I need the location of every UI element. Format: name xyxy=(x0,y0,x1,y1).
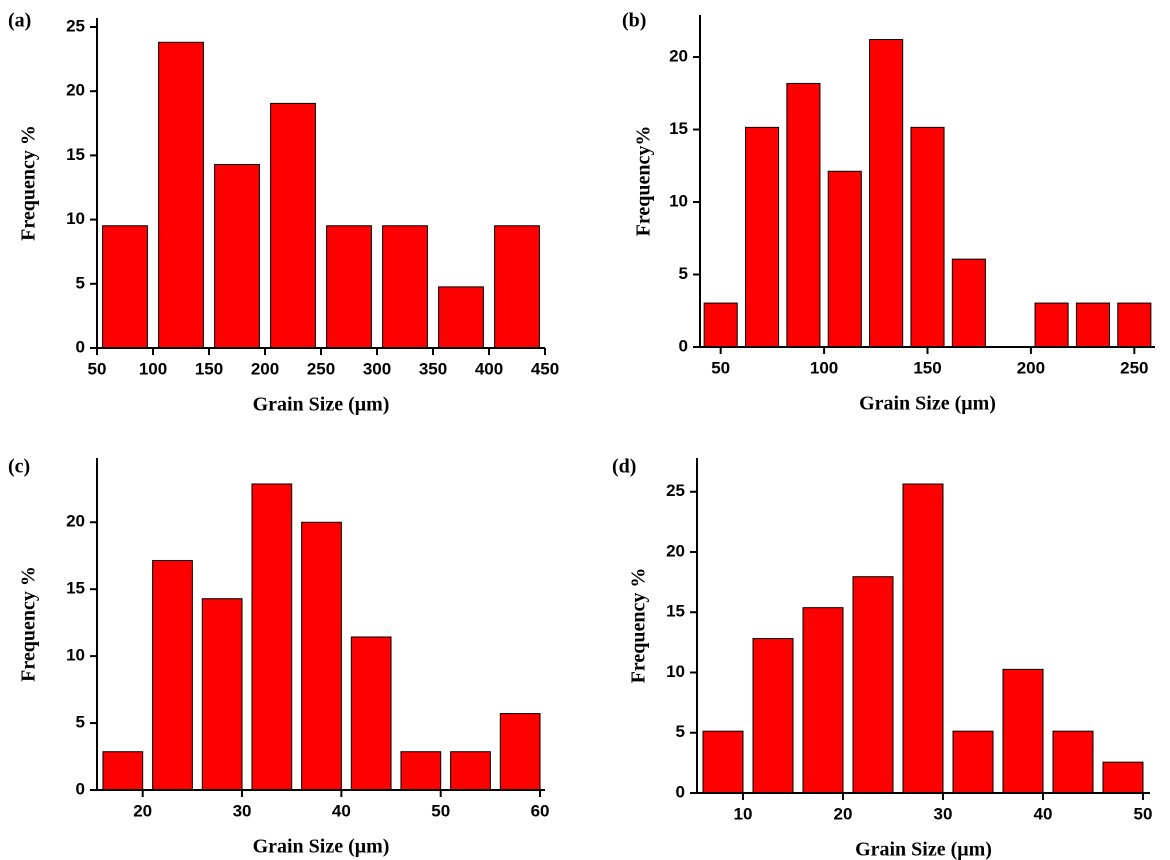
bar xyxy=(1075,302,1110,348)
y-tick-label: 0 xyxy=(676,782,685,801)
bar xyxy=(158,41,204,349)
x-tick-label: 50 xyxy=(711,358,730,377)
y-tick-label: 15 xyxy=(66,579,85,598)
bar xyxy=(1102,761,1144,794)
x-tick-label: 400 xyxy=(475,359,503,378)
bar xyxy=(786,82,821,348)
bar xyxy=(1034,302,1069,348)
x-tick-label: 100 xyxy=(139,359,167,378)
bar xyxy=(703,302,738,348)
y-tick-label: 10 xyxy=(66,646,85,665)
panel-label: (b) xyxy=(622,10,646,32)
y-tick-label: 20 xyxy=(669,47,688,66)
y-tick-label: 25 xyxy=(666,481,685,500)
x-tick-label: 100 xyxy=(810,358,838,377)
x-tick-label: 250 xyxy=(307,359,335,378)
bar xyxy=(1052,730,1094,794)
bar xyxy=(499,713,541,791)
x-tick-label: 20 xyxy=(834,804,853,823)
bar xyxy=(827,170,862,348)
bar xyxy=(270,102,316,349)
panel-label: (c) xyxy=(8,456,30,478)
bar xyxy=(438,286,484,349)
x-axis-label: Grain Size (μm) xyxy=(859,393,996,415)
bar xyxy=(852,576,894,794)
x-tick-label: 50 xyxy=(88,359,107,378)
y-tick-label: 10 xyxy=(669,192,688,211)
x-tick-label: 300 xyxy=(363,359,391,378)
y-tick-label: 5 xyxy=(76,713,85,732)
y-tick-label: 10 xyxy=(666,662,685,681)
bar xyxy=(301,521,342,791)
bar xyxy=(152,560,193,791)
y-tick-label: 20 xyxy=(66,512,85,531)
bar xyxy=(350,636,392,791)
y-tick-label: 0 xyxy=(76,337,85,356)
y-axis-label: Frequency % xyxy=(18,125,40,241)
bar xyxy=(382,225,428,349)
bar xyxy=(745,126,780,348)
x-tick-label: 30 xyxy=(934,804,953,823)
x-axis-label: Grain Size (μm) xyxy=(855,839,992,860)
y-tick-label: 25 xyxy=(66,16,85,35)
x-tick-label: 150 xyxy=(913,358,941,377)
bar xyxy=(702,730,744,794)
y-axis-label: Frequency% xyxy=(633,126,655,237)
bar xyxy=(102,225,148,349)
bar xyxy=(214,164,260,349)
x-axis-label: Grain Size (μm) xyxy=(253,394,390,416)
bar xyxy=(450,751,491,791)
y-tick-label: 15 xyxy=(669,119,688,138)
bar xyxy=(400,751,442,791)
x-tick-label: 10 xyxy=(734,804,753,823)
bar xyxy=(251,483,293,791)
x-tick-label: 20 xyxy=(133,801,152,820)
x-tick-label: 200 xyxy=(1017,358,1045,377)
x-tick-label: 40 xyxy=(332,801,351,820)
y-tick-label: 15 xyxy=(66,145,85,164)
y-tick-label: 5 xyxy=(679,264,688,283)
x-tick-label: 450 xyxy=(531,359,559,378)
y-tick-label: 15 xyxy=(666,602,685,621)
y-axis-label: Frequency % xyxy=(628,568,650,684)
bar xyxy=(802,607,844,794)
x-tick-label: 50 xyxy=(431,801,450,820)
x-tick-label: 250 xyxy=(1120,358,1148,377)
x-tick-label: 30 xyxy=(233,801,252,820)
bar xyxy=(1117,302,1152,348)
bar xyxy=(494,225,540,349)
y-tick-label: 5 xyxy=(676,722,685,741)
x-axis-label: Grain Size (μm) xyxy=(253,836,390,858)
x-tick-label: 50 xyxy=(1134,804,1153,823)
bar xyxy=(869,39,904,348)
bar xyxy=(1002,668,1044,794)
x-tick-label: 200 xyxy=(251,359,279,378)
panel-label: (d) xyxy=(612,456,636,478)
x-tick-label: 350 xyxy=(419,359,447,378)
bar xyxy=(902,483,944,794)
bar xyxy=(952,730,994,794)
panel-label: (a) xyxy=(8,10,31,32)
y-tick-label: 10 xyxy=(66,209,85,228)
bar xyxy=(910,126,945,348)
y-tick-label: 20 xyxy=(666,541,685,560)
y-tick-label: 0 xyxy=(679,336,688,355)
bar xyxy=(102,751,144,791)
bar xyxy=(951,258,986,348)
y-tick-label: 5 xyxy=(76,273,85,292)
y-tick-label: 0 xyxy=(76,779,85,798)
x-tick-label: 40 xyxy=(1034,804,1053,823)
x-tick-label: 150 xyxy=(195,359,223,378)
y-axis-label: Frequency % xyxy=(18,566,40,682)
x-tick-label: 60 xyxy=(531,801,550,820)
y-tick-label: 20 xyxy=(66,81,85,100)
bar xyxy=(201,598,243,791)
bar xyxy=(326,225,372,349)
bar xyxy=(752,638,794,794)
